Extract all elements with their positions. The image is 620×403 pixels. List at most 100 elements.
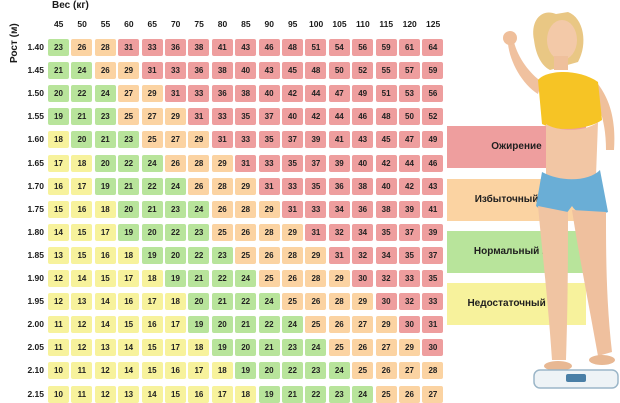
bmi-cell: 14 xyxy=(94,316,116,334)
bmi-cell: 55 xyxy=(375,62,397,80)
bmi-cell: 51 xyxy=(375,85,397,103)
bmi-cell: 22 xyxy=(71,85,93,103)
x-tick-label: 125 xyxy=(425,19,441,29)
bmi-cell: 40 xyxy=(258,85,280,103)
x-tick-label: 85 xyxy=(241,19,251,29)
bmi-cell: 19 xyxy=(48,108,69,126)
bmi-cell: 44 xyxy=(305,85,327,103)
bmi-cell: 12 xyxy=(71,316,93,334)
bmi-cell: 11 xyxy=(48,339,69,357)
bmi-cell: 29 xyxy=(282,223,303,241)
x-tick-label: 50 xyxy=(77,19,87,29)
y-tick-label: 1.80 xyxy=(27,226,44,237)
bmi-cell: 43 xyxy=(422,177,444,195)
bmi-cell: 30 xyxy=(399,316,420,334)
bmi-cell: 57 xyxy=(399,62,420,80)
bmi-cell: 15 xyxy=(141,362,163,380)
x-tick-label: 95 xyxy=(287,19,298,29)
bmi-cell: 61 xyxy=(399,39,420,56)
bmi-cell: 24 xyxy=(165,177,186,195)
bmi-cell: 41 xyxy=(211,39,233,56)
bmi-cell: 18 xyxy=(71,154,93,172)
bmi-cell: 50 xyxy=(399,108,420,126)
bmi-cell: 42 xyxy=(282,85,303,103)
bmi-cell: 64 xyxy=(422,39,444,56)
y-tick-label: 1.70 xyxy=(27,180,44,191)
bmi-cell: 29 xyxy=(188,131,210,149)
bmi-cell: 24 xyxy=(71,62,93,80)
bmi-cell: 29 xyxy=(375,316,397,334)
bmi-cell: 11 xyxy=(48,316,69,334)
bmi-cell: 33 xyxy=(399,270,420,287)
bmi-cell: 51 xyxy=(305,39,327,56)
bmi-cell: 22 xyxy=(282,362,303,380)
bmi-cell: 27 xyxy=(141,108,163,126)
bmi-cell: 59 xyxy=(422,62,444,80)
bmi-cell: 27 xyxy=(399,362,420,380)
bmi-cell: 25 xyxy=(118,108,140,126)
bmi-cell: 42 xyxy=(375,154,397,172)
y-tick-label: 1.40 xyxy=(27,42,44,52)
bmi-cell: 33 xyxy=(211,108,233,126)
bmi-cell: 23 xyxy=(94,108,116,126)
x-tick-label: 100 xyxy=(308,19,324,29)
bmi-cell: 24 xyxy=(282,316,303,334)
bmi-cell: 35 xyxy=(258,131,280,149)
bmi-cell: 25 xyxy=(141,131,163,149)
bmi-cell: 37 xyxy=(282,131,303,149)
bmi-cell: 26 xyxy=(305,293,327,311)
bmi-cell: 22 xyxy=(118,154,140,172)
bmi-cell: 20 xyxy=(118,200,140,218)
x-tick-label: 115 xyxy=(379,19,394,29)
bmi-cell: 34 xyxy=(328,200,350,218)
bmi-cell: 17 xyxy=(118,270,140,287)
bmi-cell: 26 xyxy=(94,62,116,80)
bmi-cell: 23 xyxy=(118,131,140,149)
bmi-cell: 31 xyxy=(235,154,257,172)
bmi-cell: 28 xyxy=(305,270,327,287)
bmi-cell: 19 xyxy=(118,223,140,241)
bmi-cell: 19 xyxy=(165,270,186,287)
x-tick-label: 45 xyxy=(53,19,64,29)
bmi-cell: 36 xyxy=(188,62,210,80)
bmi-cell: 34 xyxy=(375,246,397,264)
bmi-cell: 28 xyxy=(94,39,116,56)
bmi-cell: 27 xyxy=(375,339,397,357)
bmi-cell: 23 xyxy=(328,385,350,403)
bmi-cell: 45 xyxy=(282,62,303,80)
bmi-cell: 46 xyxy=(422,154,444,172)
bmi-cell: 33 xyxy=(141,39,163,56)
bmi-cell: 21 xyxy=(71,108,93,126)
bmi-cell: 36 xyxy=(211,85,233,103)
bmi-cell: 45 xyxy=(375,131,397,149)
bmi-cell: 13 xyxy=(48,246,69,264)
bmi-cell: 31 xyxy=(305,223,327,241)
bmi-cell: 47 xyxy=(328,85,350,103)
bmi-cell: 28 xyxy=(258,223,280,241)
bmi-cell: 16 xyxy=(188,385,210,403)
y-tick-label: 1.75 xyxy=(27,203,44,214)
y-axis-label: Рост (м) xyxy=(9,23,20,63)
bmi-cell: 34 xyxy=(352,223,374,241)
bmi-cell: 18 xyxy=(48,131,69,149)
bmi-cell: 42 xyxy=(399,177,420,195)
bmi-cell: 41 xyxy=(422,200,444,218)
bmi-cell: 16 xyxy=(165,362,186,380)
bmi-cell: 23 xyxy=(282,339,303,357)
bmi-cell: 38 xyxy=(188,39,210,56)
y-tick-label: 1.45 xyxy=(27,65,44,76)
bmi-cell: 40 xyxy=(282,108,303,126)
y-tick-label: 1.90 xyxy=(27,273,44,283)
bmi-cell: 28 xyxy=(328,293,350,311)
bmi-cell: 24 xyxy=(141,154,163,172)
bmi-cell: 28 xyxy=(422,362,444,380)
bmi-cell: 18 xyxy=(118,246,140,264)
bmi-cell: 18 xyxy=(235,385,257,403)
bmi-cell: 35 xyxy=(422,270,444,287)
bmi-cell: 39 xyxy=(399,200,420,218)
bmi-cell: 26 xyxy=(352,339,374,357)
bmi-cell: 38 xyxy=(235,85,257,103)
bmi-cell: 16 xyxy=(71,200,93,218)
bmi-cell: 32 xyxy=(352,246,374,264)
bmi-cell: 14 xyxy=(94,293,116,311)
